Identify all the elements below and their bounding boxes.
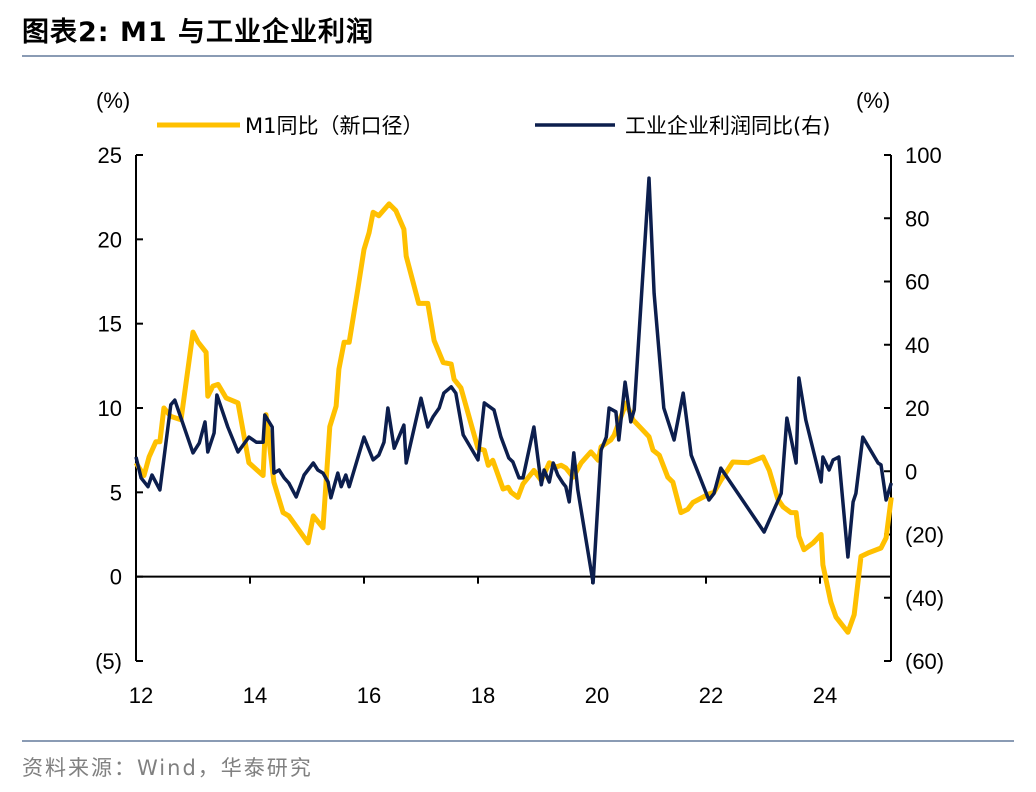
right-axis-tick-label: 0 [905,459,917,484]
left-axis-tick-label: (5) [95,649,122,674]
right-axis-tick-label: 20 [905,396,929,421]
right-axis-unit: (%) [856,88,890,113]
chart-title: 图表2: M1 与工业企业利润 [22,17,375,48]
right-axis-tick-label: (40) [905,586,944,611]
x-axis-tick-label: 12 [129,683,153,708]
x-axis-tick-label: 20 [585,683,609,708]
legend-label-profit: 工业企业利润同比(右) [625,114,830,138]
left-axis-tick-label: 25 [98,143,122,168]
left-axis-tick-label: 5 [110,480,122,505]
left-axis-unit: (%) [96,88,130,113]
right-axis-tick-label: (20) [905,523,944,548]
left-axis-tick-label: 15 [98,312,122,337]
x-axis-tick-label: 16 [357,683,381,708]
right-axis-tick-label: 40 [905,333,929,358]
left-axis-tick-label: 20 [98,227,122,252]
left-axis-tick-label: 0 [110,565,122,590]
series-line-m1 [133,201,894,635]
legend: M1同比（新口径） 工业企业利润同比(右) [157,114,830,138]
x-axis-tick-label: 24 [813,683,837,708]
series-line-industrial-profit [134,176,893,585]
source-note: 资料来源：Wind，华泰研究 [22,756,313,780]
legend-label-m1: M1同比（新口径） [245,114,423,138]
x-axis-tick-label: 18 [471,683,495,708]
x-axis-tick-label: 14 [243,683,267,708]
right-axis-tick-label: 80 [905,206,929,231]
source-divider [22,740,1014,742]
left-axis-tick-label: 10 [98,396,122,421]
x-axis-tick-label: 22 [699,683,723,708]
right-axis-tick-label: 100 [905,143,942,168]
right-axis-tick-label: (60) [905,649,944,674]
title-divider [22,55,1014,57]
right-axis-tick-label: 60 [905,270,929,295]
